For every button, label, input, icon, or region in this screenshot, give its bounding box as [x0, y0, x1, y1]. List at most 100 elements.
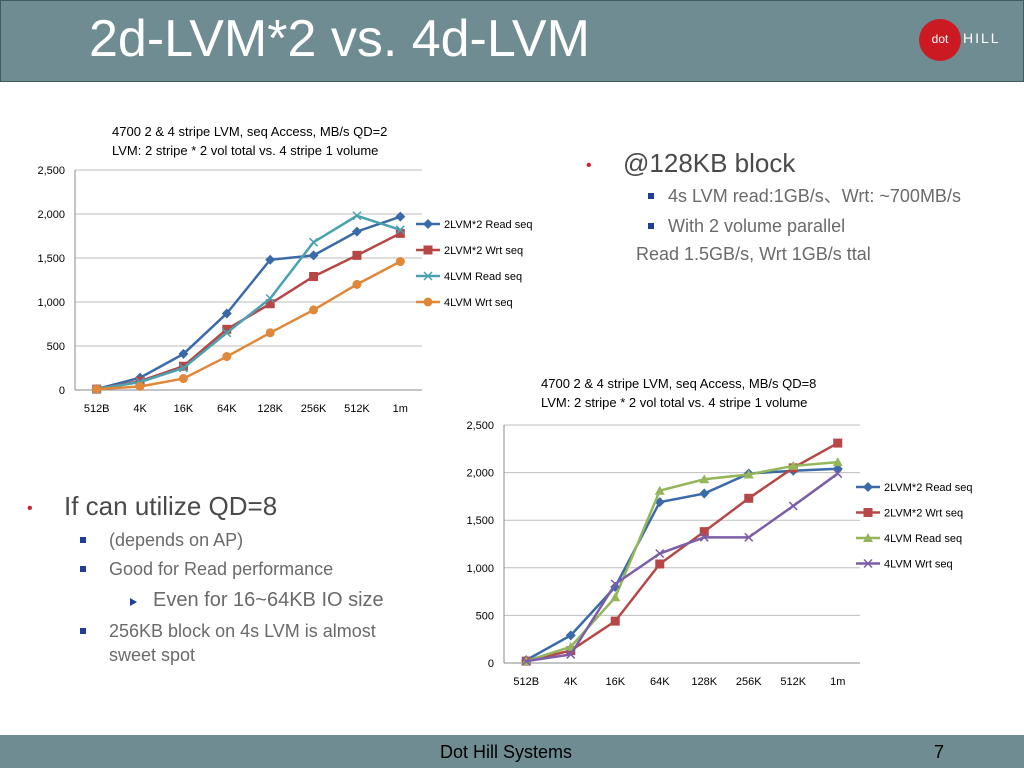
left-bullet-sub4-line1: 256KB block on 4s LVM is almost [109, 621, 376, 641]
chart2-title-line1: 4700 2 & 4 stripe LVM, seq Access, MB/s … [541, 376, 817, 391]
data-point [309, 237, 319, 247]
data-point [178, 374, 188, 384]
data-point [566, 649, 576, 659]
logo-text-hill: HILL [963, 30, 1001, 46]
x-tick-label: 128K [257, 403, 283, 415]
chart1-title-line1: 4700 2 & 4 stripe LVM, seq Access, MB/s … [112, 124, 388, 139]
legend-label: 2LVM*2 Wrt seq [884, 508, 963, 520]
x-tick-label: 4K [133, 403, 147, 415]
data-point [610, 579, 620, 589]
data-point [699, 527, 709, 537]
data-point [309, 305, 319, 315]
legend-marker [423, 297, 433, 307]
data-point [395, 228, 405, 238]
square-bullet-icon [648, 193, 654, 199]
data-point [395, 211, 406, 222]
x-tick-label: 4K [564, 676, 578, 688]
data-point [351, 226, 362, 237]
x-tick-label: 512B [513, 676, 539, 688]
chart2-title: 4700 2 & 4 stripe LVM, seq Access, MB/s … [541, 374, 816, 412]
legend-marker [423, 245, 433, 255]
legend-label: 4LVM Wrt seq [884, 559, 953, 571]
data-point [744, 493, 754, 503]
x-tick-label: 128K [691, 676, 717, 688]
left-bullet-sub2: Good for Read performance [109, 559, 334, 579]
data-point [699, 474, 710, 484]
x-tick-label: 1m [393, 403, 408, 415]
slide-header: 2d-LVM*2 vs. 4d-LVM dot HILL [0, 0, 1024, 82]
data-point [221, 308, 232, 319]
data-point [788, 501, 798, 511]
y-tick-label: 1,000 [466, 563, 494, 575]
data-point [92, 384, 102, 394]
series-line [526, 472, 839, 663]
data-point [610, 592, 621, 602]
y-tick-label: 0 [488, 658, 494, 670]
data-point [655, 548, 665, 559]
square-bullet-icon [80, 628, 86, 634]
square-bullet-icon [80, 566, 86, 572]
dot-hill-logo: dot [919, 19, 961, 61]
series-line [96, 260, 401, 391]
legend-label: 4LVM Read seq [444, 271, 522, 283]
y-tick-label: 1,000 [37, 297, 65, 309]
x-tick-label: 256K [736, 676, 762, 688]
x-tick-label: 1m [830, 676, 845, 688]
series-line [96, 215, 401, 391]
legend-marker [863, 482, 873, 492]
data-point [565, 630, 576, 641]
data-point [265, 293, 275, 304]
x-tick-label: 16K [174, 403, 194, 415]
legend-label: 2LVM*2 Wrt seq [444, 245, 523, 257]
data-point [699, 532, 709, 542]
left-bullet-main: If can utilize QD=8 [64, 491, 278, 521]
data-point [265, 299, 275, 309]
right-bullet-sub2: With 2 volume parallel [668, 216, 846, 236]
legend-label: 4LVM Read seq [884, 533, 962, 545]
left-bullet-sub1: (depends on AP) [109, 530, 244, 550]
y-tick-label: 500 [476, 610, 494, 622]
x-tick-label: 256K [301, 403, 327, 415]
legend-marker [863, 558, 873, 569]
data-point [699, 488, 710, 499]
right-bullet-sub1: 4s LVM read:1GB/s、Wrt: ~700MB/s [668, 186, 961, 206]
data-point [178, 361, 188, 371]
chart1-title: 4700 2 & 4 stripe LVM, seq Access, MB/s … [112, 122, 387, 160]
data-point [309, 271, 319, 281]
data-point [265, 254, 276, 265]
x-tick-label: 512K [344, 403, 370, 415]
chart1-title-line2: LVM: 2 stripe * 2 vol total vs. 4 stripe… [112, 143, 379, 158]
slide-title: 2d-LVM*2 vs. 4d-LVM [89, 10, 590, 68]
data-point [521, 656, 531, 666]
footer-company: Dot Hill Systems [440, 742, 573, 762]
square-bullet-icon [80, 537, 86, 543]
x-tick-label: 512K [780, 676, 806, 688]
y-tick-label: 2,000 [466, 468, 494, 480]
data-point [352, 279, 362, 289]
data-point [610, 616, 620, 626]
data-point [654, 485, 665, 495]
data-point [743, 469, 754, 479]
data-point [222, 352, 232, 362]
data-point [395, 225, 405, 235]
x-tick-label: 512B [84, 403, 110, 415]
data-point [395, 257, 405, 267]
x-tick-label: 16K [605, 676, 625, 688]
data-point [655, 559, 665, 569]
series-line [525, 467, 838, 662]
y-tick-label: 500 [47, 341, 65, 353]
logo-text-dot: dot [931, 32, 949, 46]
data-point [222, 324, 232, 334]
legend-marker [423, 271, 433, 281]
x-tick-label: 64K [217, 403, 237, 415]
left-bullet-sub4-line2: sweet spot [109, 645, 196, 665]
x-tick-label: 64K [650, 676, 670, 688]
legend-marker [423, 219, 433, 229]
series-line [96, 214, 401, 391]
legend-label: 4LVM Wrt seq [444, 297, 513, 309]
data-point [178, 348, 189, 359]
data-point [832, 457, 843, 467]
y-tick-label: 0 [59, 385, 65, 397]
data-point [352, 211, 362, 221]
